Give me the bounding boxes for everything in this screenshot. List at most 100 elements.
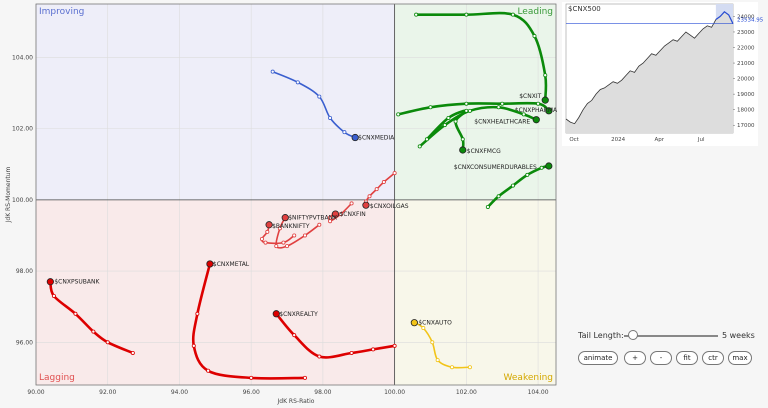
y-tick-label: 98.00 (16, 268, 33, 275)
trail-point-cnxmedia (270, 69, 275, 74)
mini-x-tick-label: 2024 (611, 137, 625, 143)
trail-point-cnxhealthcare (442, 123, 447, 128)
tail-length-slider-knob[interactable] (628, 330, 639, 340)
trail-point-cnxoilgas (374, 187, 379, 192)
label-cnxit: $CNXIT (519, 93, 541, 100)
zoom-in-button[interactable]: + (624, 351, 646, 365)
trail-point-cnxrealty (349, 350, 354, 355)
head-point-cnxfmcg (459, 146, 467, 154)
max-button[interactable]: max (728, 351, 752, 365)
trail-point-cnxpharma (536, 101, 541, 106)
mini-y-tick-label: 17000 (737, 123, 755, 129)
x-axis-label: JdK RS-Ratio (277, 398, 315, 405)
y-tick-label: 96.00 (16, 339, 33, 346)
trail-point-cnxconsumerdurables (539, 165, 544, 170)
trail-point-cnxrealty (392, 343, 397, 348)
trail-point-cnxit (464, 12, 469, 17)
trail-point-cnxmetal (195, 311, 200, 316)
x-tick-label: 102.00 (456, 389, 477, 396)
trail-point-cnxpsubank (91, 329, 96, 334)
head-point-niftypvtbank (281, 214, 289, 222)
y-tick-label: 102.00 (12, 126, 33, 133)
label-cnxpsubank: $CNXPSUBANK (54, 279, 100, 286)
trail-point-cnxmedia (342, 130, 347, 135)
trail-point-cnxit (510, 12, 515, 17)
tail-length-label: Tail Length: (578, 331, 624, 340)
label-cnxrealty: $CNXREALTY (279, 311, 318, 318)
quadrant-leading (394, 4, 556, 200)
trail-point-cnxauto (421, 326, 426, 331)
label-cnxfmcg: $CNXFMCG (467, 148, 501, 155)
mini-x-tick-label: Apr (655, 137, 665, 143)
x-tick-label: 96.00 (243, 389, 260, 396)
trail-point-cnxfmcg (424, 137, 429, 142)
trail-point-cnxit (532, 34, 537, 39)
label-cnxmetal: $CNXMETAL (213, 261, 250, 268)
trail-point-cnxoilgas (381, 180, 386, 185)
mini-y-tick-label: 24000 (737, 14, 755, 20)
mini-chart-line (565, 11, 734, 125)
label-cnxauto: $CNXAUTO (418, 320, 452, 327)
trail-point-cnxconsumerdurables (525, 172, 530, 177)
label-cnxpharma: $CNXPHARMA (515, 107, 558, 114)
trail-point-banknifty (281, 240, 286, 245)
head-point-banknifty (265, 221, 273, 229)
trail-point-cnxhealthcare (467, 108, 472, 113)
label-cnxhealthcare: $CNXHEALTHCARE (474, 119, 530, 126)
trail-point-cnxmetal (206, 368, 211, 373)
trail-point-cnxmetal (191, 343, 196, 348)
trail-point-cnxpsubank (51, 293, 56, 298)
mini-chart-area (566, 11, 733, 133)
trail-point-cnxpsubank (73, 311, 78, 316)
trail-point-cnxpharma (428, 105, 433, 110)
head-point-cnxhealthcare (532, 116, 540, 124)
head-point-cnxrealty (272, 310, 280, 318)
quadrant-weakening (394, 199, 556, 385)
trail-point-cnxconsumerdurables (485, 204, 490, 209)
trail-point-cnxmedia (317, 94, 322, 99)
fit-button[interactable]: fit (676, 351, 698, 365)
trail-point-banknifty (259, 237, 264, 242)
head-point-cnxpharma (545, 107, 553, 115)
plot-frame (35, 3, 557, 386)
mini-y-tick-label: 21000 (737, 61, 755, 67)
animate-button[interactable]: animate (578, 351, 618, 365)
tail-length-value: 5 weeks (722, 331, 755, 340)
trail-point-cnxit (543, 73, 548, 78)
quadrant-label-improving: Improving (39, 7, 84, 17)
trail-point-cnxfmcg (446, 115, 451, 120)
trail-point-cnxauto (467, 365, 472, 370)
x-tick-label: 104.00 (528, 389, 549, 396)
x-tick-label: 98.00 (314, 389, 331, 396)
mini-y-tick-label: 23000 (737, 30, 755, 36)
mini-x-tick-label: Jul (697, 137, 705, 143)
trail-point-cnxfmcg (460, 137, 465, 142)
head-point-cnxauto (410, 319, 418, 327)
x-tick-label: 92.00 (99, 389, 116, 396)
head-point-cnxpsubank (46, 278, 54, 286)
center-button[interactable]: ctr (702, 351, 724, 365)
quadrant-label-leading: Leading (517, 7, 553, 17)
trail-point-cnxauto (430, 340, 435, 345)
head-point-cnxfin (331, 210, 340, 218)
trail-point-cnxauto (435, 358, 440, 363)
trail-point-cnxfin (338, 212, 343, 217)
head-point-cnxmetal (206, 260, 214, 268)
head-point-cnxmedia (351, 133, 359, 142)
label-banknifty: $BANKNIFTY (272, 223, 310, 230)
y-tick-label: 104.00 (12, 54, 33, 61)
mini-y-tick-label: 20000 (737, 77, 755, 83)
quadrant-label-lagging: Lagging (39, 373, 75, 383)
trail-point-cnxhealthcare (496, 105, 501, 110)
label-cnxmedia: $CNXMEDIA (358, 135, 395, 142)
trail-point-niftypvtbank (317, 222, 322, 227)
mini-chart-title: $CNX500 (568, 5, 601, 13)
quadrant-label-weakening: Weakening (504, 373, 553, 383)
x-tick-label: 90.00 (27, 389, 44, 396)
mini-chart-tail-line (715, 11, 734, 24)
tail-length-slider-track[interactable] (624, 335, 718, 337)
trail-point-cnxoilgas (367, 194, 372, 199)
trail-point-niftypvtbank (285, 244, 290, 249)
zoom-out-button[interactable]: - (650, 351, 672, 365)
mini-y-tick-label: 19000 (737, 92, 755, 98)
